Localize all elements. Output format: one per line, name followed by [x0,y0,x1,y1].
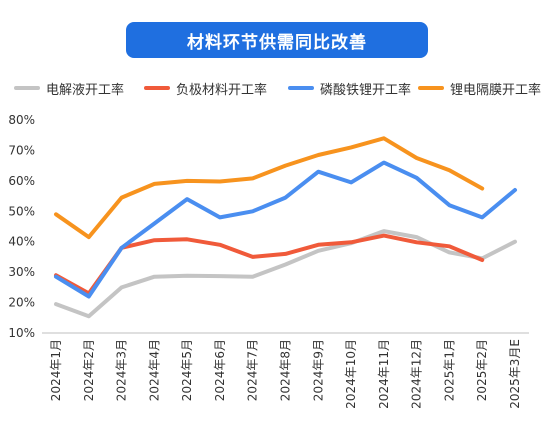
x-tick-label: 2025年1月 [442,339,456,401]
x-tick-label: 2024年9月 [311,339,325,401]
y-tick-label: 40% [8,235,35,249]
x-tick-label: 2025年2月 [475,339,489,401]
y-tick-label: 50% [8,204,35,218]
legend-swatch-anode [144,86,170,90]
legend-item-lfp: 磷酸铁锂开工率 [288,77,411,99]
x-tick-label: 2024年12月 [410,339,424,409]
y-tick-label: 80% [8,113,35,127]
chart-title-banner: 材料环节供需同比改善 [126,22,428,58]
y-tick-label: 20% [8,296,35,310]
legend-swatch-lfp [288,86,314,90]
legend-item-separator: 锂电隔膜开工率 [418,77,541,99]
x-tick-label: 2024年11月 [377,339,391,409]
legend-label-electrolyte: 电解液开工率 [46,82,125,98]
legend-label-separator: 锂电隔膜开工率 [450,82,542,98]
chart-title: 材料环节供需同比改善 [187,32,367,53]
x-tick-label: 2025年3月E [508,339,522,409]
y-tick-label: 30% [8,265,35,279]
legend-label-anode: 负极材料开工率 [176,82,268,98]
series-line-anode [54,233,485,296]
legend-label-lfp: 磷酸铁锂开工率 [320,82,412,98]
legend-swatch-separator [418,86,444,90]
y-tick-label: 10% [8,326,35,340]
x-tick-label: 2024年10月 [344,339,358,409]
x-tick-label: 2024年4月 [147,339,161,401]
x-tick-label: 2024年6月 [213,339,227,401]
x-tick-label: 2024年7月 [246,339,260,401]
series-line-lfp [54,160,517,299]
x-tick-label: 2024年8月 [279,339,293,401]
series-line-separator [54,136,485,240]
legend-swatch-electrolyte [14,86,40,90]
x-tick-label: 2024年5月 [180,339,194,401]
x-tick-label: 2024年3月 [115,339,129,401]
series-line-electrolyte [54,229,517,319]
y-tick-label: 60% [8,174,35,188]
legend-item-electrolyte: 电解液开工率 [14,77,124,99]
legend-item-anode: 负极材料开工率 [144,77,267,99]
x-tick-label: 2024年2月 [82,339,96,401]
x-tick-label: 2024年1月 [49,339,63,401]
legend: 电解液开工率 负极材料开工率 磷酸铁锂开工率 锂电隔膜开工率 [14,77,554,99]
y-tick-label: 70% [8,143,35,157]
